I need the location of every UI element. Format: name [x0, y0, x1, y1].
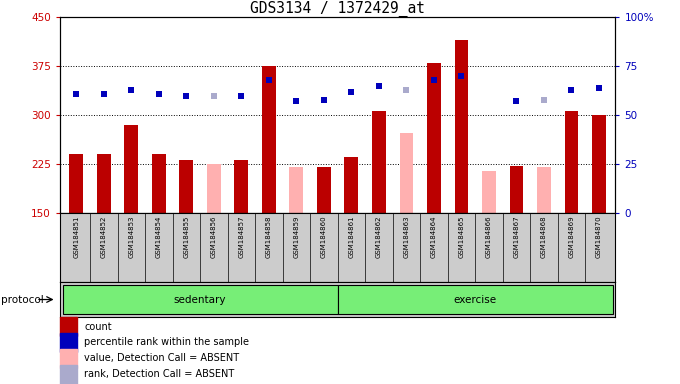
Text: GSM184863: GSM184863 [403, 215, 409, 258]
Bar [262, 66, 275, 213]
Text: GSM184853: GSM184853 [129, 215, 135, 258]
Bar [152, 154, 166, 213]
Bar [372, 111, 386, 213]
Text: GSM184864: GSM184864 [431, 215, 437, 258]
Bar [454, 40, 469, 213]
Bar [60, 349, 77, 368]
Bar [509, 166, 524, 213]
Text: GSM184862: GSM184862 [376, 215, 382, 258]
Text: GSM184851: GSM184851 [73, 215, 80, 258]
Bar [207, 164, 221, 213]
Text: GSM184859: GSM184859 [293, 215, 299, 258]
Bar [60, 317, 77, 336]
Bar [124, 125, 138, 213]
Bar [427, 63, 441, 213]
Bar [345, 157, 358, 213]
Text: sedentary: sedentary [174, 295, 226, 305]
Bar [60, 365, 77, 384]
Text: count: count [84, 322, 112, 332]
Text: GSM184852: GSM184852 [101, 215, 107, 258]
Text: GSM184865: GSM184865 [458, 215, 464, 258]
Text: GSM184866: GSM184866 [486, 215, 492, 258]
Text: exercise: exercise [454, 295, 496, 305]
Text: GSM184856: GSM184856 [211, 215, 217, 258]
Bar [290, 167, 303, 213]
Text: GSM184861: GSM184861 [348, 215, 354, 258]
Bar [235, 160, 248, 213]
Bar [537, 167, 551, 213]
Bar [317, 167, 330, 213]
Title: GDS3134 / 1372429_at: GDS3134 / 1372429_at [250, 1, 425, 17]
Text: GSM184855: GSM184855 [184, 215, 189, 258]
Text: GSM184868: GSM184868 [541, 215, 547, 258]
Bar [69, 154, 83, 213]
Text: GSM184869: GSM184869 [568, 215, 575, 258]
Text: rank, Detection Call = ABSENT: rank, Detection Call = ABSENT [84, 369, 235, 379]
Text: protocol: protocol [1, 295, 44, 305]
Bar [63, 285, 337, 314]
Text: GSM184854: GSM184854 [156, 215, 162, 258]
Text: percentile rank within the sample: percentile rank within the sample [84, 338, 249, 348]
Text: GSM184867: GSM184867 [513, 215, 520, 258]
Bar [564, 111, 578, 213]
Bar [592, 115, 606, 213]
Bar [97, 154, 111, 213]
Text: GSM184857: GSM184857 [239, 215, 244, 258]
Text: GSM184858: GSM184858 [266, 215, 272, 258]
Bar [60, 333, 77, 352]
Bar [482, 171, 496, 213]
Text: value, Detection Call = ABSENT: value, Detection Call = ABSENT [84, 353, 239, 363]
Bar [400, 134, 413, 213]
Bar [337, 285, 613, 314]
Text: GSM184860: GSM184860 [321, 215, 327, 258]
Bar [180, 160, 193, 213]
Text: GSM184870: GSM184870 [596, 215, 602, 258]
